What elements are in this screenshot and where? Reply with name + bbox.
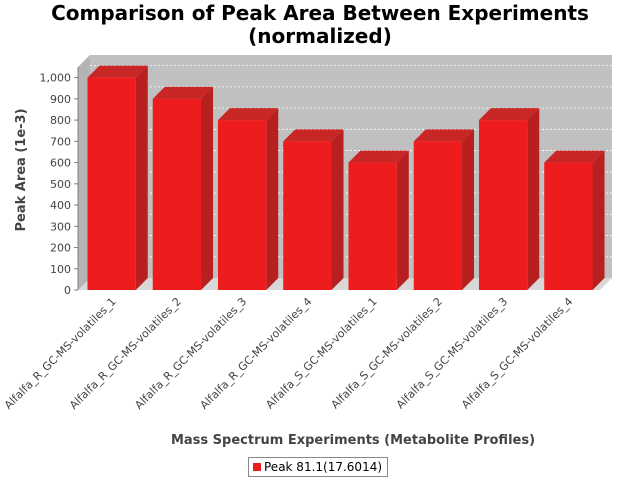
plot-left-wall xyxy=(78,55,90,290)
bar-side xyxy=(331,129,344,290)
x-tick-label: Alfalfa_R_GC-MS-volatiles_4 xyxy=(198,295,315,412)
bar-front xyxy=(217,120,267,290)
legend-swatch xyxy=(253,463,261,471)
bar-top xyxy=(87,65,148,78)
y-tick-label: 300 xyxy=(50,220,71,233)
bar-front xyxy=(152,98,202,290)
x-tick-label: Alfalfa_S_GC-MS-volatiles_1 xyxy=(263,295,379,411)
bar-front xyxy=(87,77,136,290)
bar-top xyxy=(348,150,409,163)
bar-top xyxy=(544,150,605,163)
bar-top xyxy=(478,108,540,121)
x-tick-label: Alfalfa_S_GC-MS-volatiles_2 xyxy=(329,295,445,411)
chart-title: Comparison of Peak Area Between Experime… xyxy=(0,2,640,48)
bar-side xyxy=(396,150,409,290)
bar-front xyxy=(478,120,528,290)
y-tick-label: 0 xyxy=(64,284,71,297)
y-tick-label: 700 xyxy=(50,135,71,148)
y-tick-label: 400 xyxy=(50,199,71,212)
y-tick-label: 800 xyxy=(50,114,71,127)
bar-side xyxy=(592,150,605,290)
y-axis-label: Peak Area (1e-3) xyxy=(14,108,29,231)
bar-front xyxy=(544,162,593,290)
bar-side xyxy=(462,129,475,290)
x-tick-label: Alfalfa_S_GC-MS-volatiles_4 xyxy=(459,295,575,411)
bar-top xyxy=(152,86,214,99)
bar-top xyxy=(217,108,279,121)
bar xyxy=(544,150,605,290)
bar-front xyxy=(413,141,463,290)
bar-top xyxy=(413,129,475,142)
chart-title-line-1: Comparison of Peak Area Between Experime… xyxy=(51,1,589,25)
chart-title-line-2: (normalized) xyxy=(248,24,392,48)
x-axis-label: Mass Spectrum Experiments (Metabolite Pr… xyxy=(171,433,535,448)
x-tick-label: Alfalfa_R_GC-MS-volatiles_3 xyxy=(132,295,249,412)
bar-top xyxy=(283,129,344,142)
x-tick-label: Alfalfa_S_GC-MS-volatiles_3 xyxy=(394,295,510,411)
y-tick-label: 100 xyxy=(50,263,71,276)
x-tick-label: Alfalfa_R_GC-MS-volatiles_2 xyxy=(67,295,184,412)
bar xyxy=(87,65,148,290)
bar-side xyxy=(527,108,540,290)
bar xyxy=(348,150,409,290)
y-tick-label: 200 xyxy=(50,242,71,255)
y-tick-label: 900 xyxy=(50,93,71,106)
bar-side xyxy=(135,65,148,290)
bars xyxy=(87,65,605,290)
plot-floor xyxy=(78,278,612,290)
bar-side xyxy=(201,86,214,290)
legend: Peak 81.1(17.6014) xyxy=(248,457,389,477)
bar xyxy=(217,108,279,290)
bar xyxy=(283,129,344,290)
bar-front xyxy=(348,162,397,290)
bar-front xyxy=(283,141,332,290)
x-axis: Alfalfa_R_GC-MS-volatiles_1Alfalfa_R_GC-… xyxy=(2,295,576,412)
bar xyxy=(413,129,475,290)
x-tick-label: Alfalfa_R_GC-MS-volatiles_1 xyxy=(2,295,119,412)
bar-side xyxy=(266,108,279,290)
y-axis: 0 100 200 300 400 500 600 700 800 900 1,000 xyxy=(40,67,79,297)
bar xyxy=(478,108,540,290)
y-tick-label: 500 xyxy=(50,178,71,191)
y-tick-label: 1,000 xyxy=(40,72,72,85)
y-tick-label: 600 xyxy=(50,157,71,170)
bar xyxy=(152,86,214,290)
legend-label: Peak 81.1(17.6014) xyxy=(264,460,383,474)
